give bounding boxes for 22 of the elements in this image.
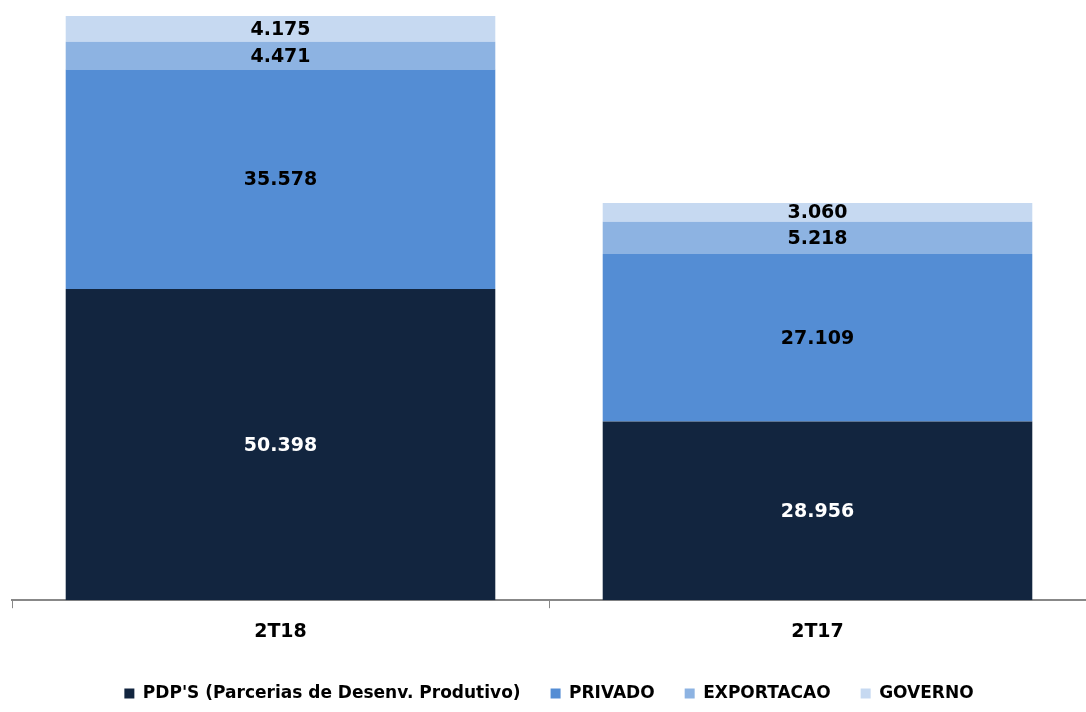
- x-tick-label: 2T18: [254, 618, 307, 641]
- data-label: 5.218: [787, 225, 848, 248]
- bar: [65, 41, 496, 70]
- data-label: 50.398: [243, 432, 318, 455]
- bar: [602, 221, 1033, 255]
- bar: [602, 254, 1033, 422]
- data-label: 35.578: [243, 167, 318, 190]
- data-label: 4.175: [250, 16, 311, 39]
- bar: [65, 69, 496, 290]
- bar: [602, 421, 1033, 601]
- data-label: 3.060: [787, 200, 848, 223]
- legend-label: EXPORTACAO: [703, 681, 831, 702]
- legend-label: PRIVADO: [569, 681, 655, 702]
- data-label: 4.471: [250, 43, 311, 66]
- data-label: 28.956: [780, 498, 855, 521]
- x-tick-label: 2T17: [791, 618, 844, 641]
- legend-label: PDP'S (Parcerias de Desenv. Produtivo): [142, 681, 521, 702]
- legend-label: GOVERNO: [879, 681, 974, 702]
- data-label: 27.109: [780, 325, 855, 348]
- bar: [65, 16, 496, 42]
- bar: [65, 289, 496, 601]
- bar: [602, 202, 1033, 222]
